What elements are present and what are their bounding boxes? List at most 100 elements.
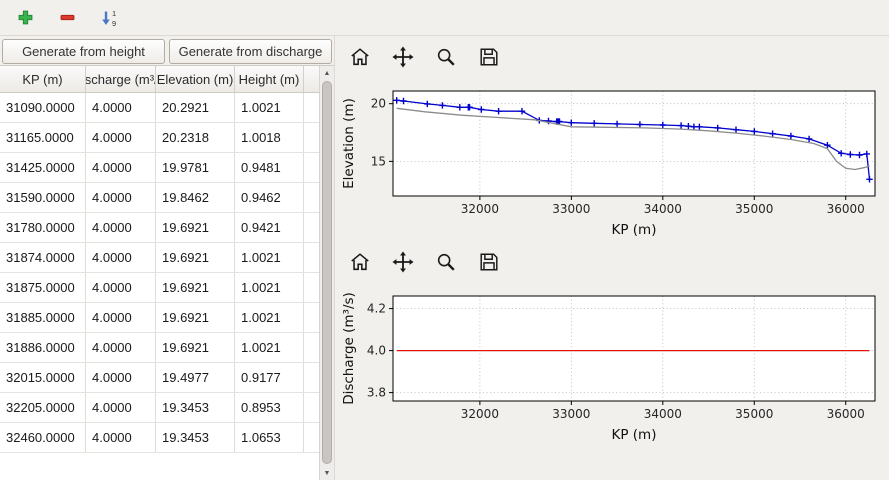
discharge-save-button[interactable] xyxy=(476,249,502,275)
sort-bottom-digit: 9 xyxy=(112,19,116,27)
table-row[interactable]: 32460.0000 4.0000 19.3453 1.0653 xyxy=(0,423,319,453)
zoom-icon xyxy=(437,253,455,271)
table-cell[interactable]: 19.3453 xyxy=(156,423,235,452)
charts-panel: 32000 33000 34000 35000 36000 15 20 KP (m) Eleva… xyxy=(334,36,889,480)
add-row-button[interactable] xyxy=(12,5,38,31)
elevation-save-button[interactable] xyxy=(476,44,502,70)
discharge-zoom-button[interactable] xyxy=(433,249,459,275)
table-cell[interactable]: 4.0000 xyxy=(86,333,156,362)
table-cell[interactable]: 1.0653 xyxy=(235,423,304,452)
scrollbar-thumb[interactable] xyxy=(322,81,332,464)
table-cell[interactable]: 32460.0000 xyxy=(0,423,86,452)
column-header[interactable]: KP (m) xyxy=(0,66,86,92)
table-cell[interactable]: 4.0000 xyxy=(86,303,156,332)
table-row[interactable]: 31885.0000 4.0000 19.6921 1.0021 xyxy=(0,303,319,333)
table-row[interactable]: 31165.0000 4.0000 20.2318 1.0018 xyxy=(0,123,319,153)
table-cell[interactable]: 1.0021 xyxy=(235,243,304,272)
table-cell[interactable]: 31780.0000 xyxy=(0,213,86,242)
table-row[interactable]: 32205.0000 4.0000 19.3453 0.8953 xyxy=(0,393,319,423)
table-cell[interactable]: 19.6921 xyxy=(156,303,235,332)
table-cell[interactable]: 4.0000 xyxy=(86,123,156,152)
table-cell[interactable]: 0.8953 xyxy=(235,393,304,422)
table-row[interactable]: 31875.0000 4.0000 19.6921 1.0021 xyxy=(0,273,319,303)
table-cell[interactable]: 31886.0000 xyxy=(0,333,86,362)
table-cell[interactable]: 4.0000 xyxy=(86,213,156,242)
svg-text:4.0: 4.0 xyxy=(367,344,386,358)
table-cell[interactable]: 0.9462 xyxy=(235,183,304,212)
table-cell[interactable]: 19.6921 xyxy=(156,243,235,272)
column-header[interactable]: Elevation (m) xyxy=(156,66,235,92)
scrollbar-up-icon[interactable]: ▲ xyxy=(323,69,331,77)
table-cell[interactable]: 31090.0000 xyxy=(0,93,86,122)
table-cell[interactable]: 0.9481 xyxy=(235,153,304,182)
sort-rows-button[interactable]: 1 9 xyxy=(96,5,122,31)
table-cell[interactable]: 1.0018 xyxy=(235,123,304,152)
table-cell[interactable]: 31874.0000 xyxy=(0,243,86,272)
svg-text:Elevation (m): Elevation (m) xyxy=(341,98,357,189)
home-icon xyxy=(351,253,369,271)
table-scrollbar[interactable]: ▲ ▼ xyxy=(319,66,334,480)
table-cell[interactable]: 1.0021 xyxy=(235,333,304,362)
table-row[interactable]: 31425.0000 4.0000 19.9781 0.9481 xyxy=(0,153,319,183)
table-cell[interactable]: 4.0000 xyxy=(86,93,156,122)
table-cell[interactable]: 4.0000 xyxy=(86,273,156,302)
table-cell[interactable]: 4.0000 xyxy=(86,363,156,392)
table-cell[interactable]: 1.0021 xyxy=(235,273,304,302)
table-header-row: KP (m)Discharge (m³/s)Elevation (m)Heigh… xyxy=(0,66,334,93)
elevation-zoom-button[interactable] xyxy=(433,44,459,70)
pan-icon xyxy=(392,251,414,273)
table-cell[interactable]: 19.9781 xyxy=(156,153,235,182)
table-cell[interactable]: 4.0000 xyxy=(86,393,156,422)
table-cell[interactable]: 20.2921 xyxy=(156,93,235,122)
table-cell[interactable]: 19.6921 xyxy=(156,213,235,242)
table-cell[interactable]: 32205.0000 xyxy=(0,393,86,422)
generate-from-height-button[interactable]: Generate from height xyxy=(2,39,165,64)
table-cell[interactable]: 31590.0000 xyxy=(0,183,86,212)
table-cell[interactable]: 1.0021 xyxy=(235,303,304,332)
scrollbar-down-icon[interactable]: ▼ xyxy=(323,469,331,477)
table-row[interactable]: 31780.0000 4.0000 19.6921 0.9421 xyxy=(0,213,319,243)
remove-row-button[interactable] xyxy=(54,5,80,31)
svg-text:20: 20 xyxy=(371,97,386,111)
svg-text:KP (m): KP (m) xyxy=(612,222,657,238)
table-cell[interactable]: 4.0000 xyxy=(86,243,156,272)
elevation-home-button[interactable] xyxy=(347,44,373,70)
table-row[interactable]: 31874.0000 4.0000 19.6921 1.0021 xyxy=(0,243,319,273)
table-cell[interactable]: 4.0000 xyxy=(86,423,156,452)
table-row[interactable]: 31090.0000 4.0000 20.2921 1.0021 xyxy=(0,93,319,123)
table-cell[interactable]: 19.6921 xyxy=(156,273,235,302)
table-cell[interactable]: 4.0000 xyxy=(86,183,156,212)
table-cell[interactable]: 19.8462 xyxy=(156,183,235,212)
table-row[interactable]: 31886.0000 4.0000 19.6921 1.0021 xyxy=(0,333,319,363)
table-cell[interactable]: 20.2318 xyxy=(156,123,235,152)
column-header[interactable]: Height (m) xyxy=(235,66,304,92)
table-cell[interactable]: 0.9421 xyxy=(235,213,304,242)
svg-text:32000: 32000 xyxy=(461,407,499,421)
generate-from-discharge-label: Generate from discharge xyxy=(178,44,323,59)
table-cell[interactable]: 19.3453 xyxy=(156,393,235,422)
table-cell[interactable]: 19.4977 xyxy=(156,363,235,392)
table-cell[interactable]: 4.0000 xyxy=(86,153,156,182)
svg-text:33000: 33000 xyxy=(552,407,590,421)
table-cell[interactable]: 19.6921 xyxy=(156,333,235,362)
column-header[interactable]: Discharge (m³/s) xyxy=(86,66,156,92)
discharge-chart-canvas[interactable]: 32000 33000 34000 35000 36000 3.8 4.0 4.2 KP (m)… xyxy=(339,283,883,446)
table-cell[interactable]: 31875.0000 xyxy=(0,273,86,302)
main-toolbar: 1 9 xyxy=(0,0,889,36)
table-body: 31090.0000 4.0000 20.2921 1.0021 31165.0000 4… xyxy=(0,93,319,480)
table-row[interactable]: 32015.0000 4.0000 19.4977 0.9177 xyxy=(0,363,319,393)
elevation-pan-button[interactable] xyxy=(390,44,416,70)
discharge-home-button[interactable] xyxy=(347,249,373,275)
save-icon xyxy=(480,253,498,271)
table-cell[interactable]: 31165.0000 xyxy=(0,123,86,152)
table-cell[interactable]: 32015.0000 xyxy=(0,363,86,392)
discharge-pan-button[interactable] xyxy=(390,249,416,275)
generate-from-discharge-button[interactable]: Generate from discharge xyxy=(169,39,332,64)
table-cell[interactable]: 1.0021 xyxy=(235,93,304,122)
table-cell[interactable]: 31885.0000 xyxy=(0,303,86,332)
elevation-chart-canvas[interactable]: 32000 33000 34000 35000 36000 15 20 KP (m) Eleva… xyxy=(339,78,883,241)
table-cell[interactable]: 0.9177 xyxy=(235,363,304,392)
table-cell[interactable]: 31425.0000 xyxy=(0,153,86,182)
table-row[interactable]: 31590.0000 4.0000 19.8462 0.9462 xyxy=(0,183,319,213)
